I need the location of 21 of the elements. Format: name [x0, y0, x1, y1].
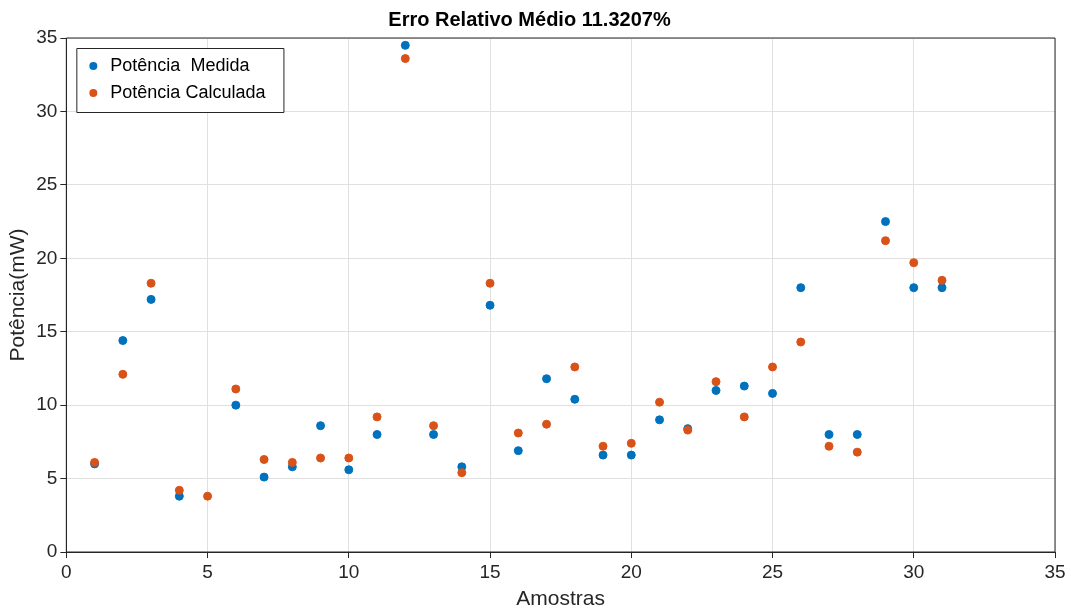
y-tick-label: 35	[36, 26, 58, 48]
y-tick-label: 15	[36, 319, 58, 341]
x-tick-label: 25	[761, 560, 784, 582]
x-tick-label: 20	[620, 560, 642, 582]
y-tick-label: 20	[36, 246, 58, 268]
legend-label: Potência Medida	[110, 54, 251, 75]
y-tick-label: 30	[36, 99, 58, 121]
y-axis-title: Potência(mW)	[5, 228, 29, 362]
y-tick-label: 5	[46, 466, 58, 488]
y-tick-label: 0	[46, 540, 58, 562]
chart-title: Erro Relativo Médio 11.3207%	[388, 7, 671, 30]
x-tick-label: 35	[1044, 560, 1066, 582]
x-tick-label: 0	[61, 560, 72, 582]
x-axis-title: Amostras	[516, 586, 606, 610]
x-tick-label: 10	[338, 560, 360, 582]
x-tick-label: 5	[202, 560, 213, 582]
y-tick-label: 10	[36, 393, 58, 415]
y-tick-label: 25	[36, 173, 58, 195]
legend-label: Potência Calculada	[110, 81, 267, 102]
x-tick-label: 15	[479, 560, 501, 582]
x-tick-label: 30	[903, 560, 925, 582]
